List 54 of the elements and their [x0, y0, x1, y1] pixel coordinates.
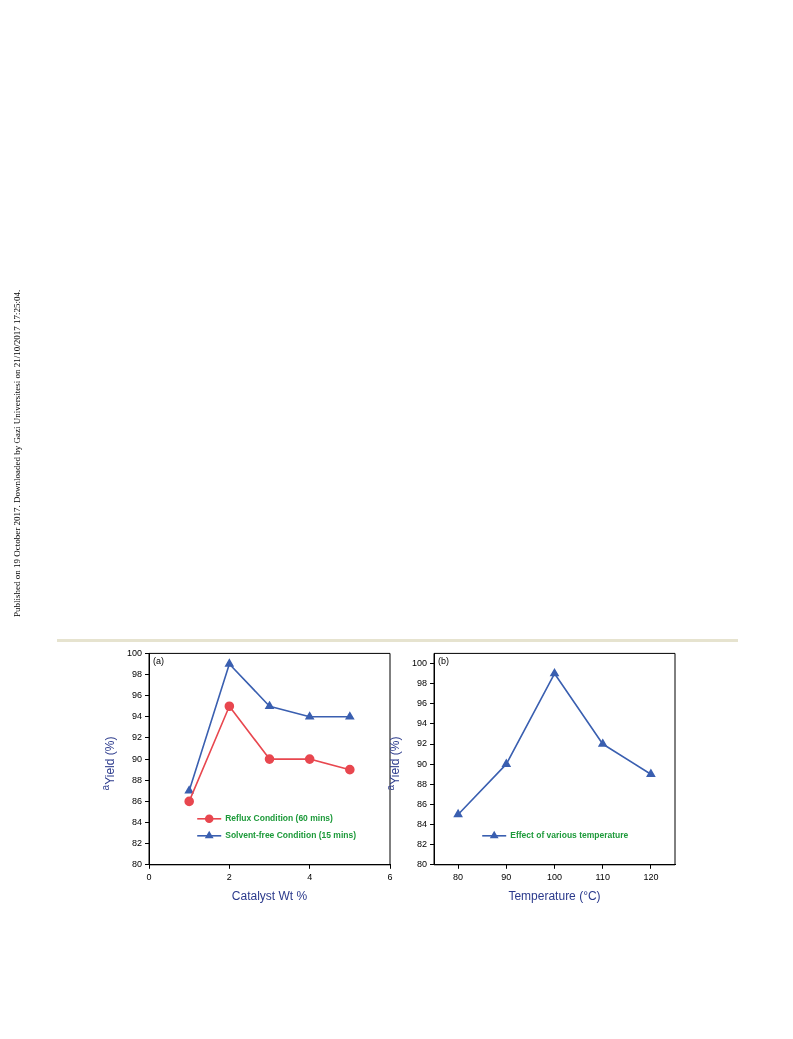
legend-label: Reflux Condition (60 mins)	[225, 813, 334, 824]
x-tick-label: 80	[453, 871, 464, 882]
point	[598, 739, 607, 747]
x-tick-label: 120	[643, 871, 659, 882]
y-tick-label: 98	[132, 669, 143, 680]
y-tick-label: 90	[417, 758, 428, 769]
annotation: (b)	[438, 656, 450, 667]
point	[502, 759, 511, 767]
point	[184, 786, 194, 794]
y-tick-label: 96	[417, 698, 428, 709]
point	[305, 712, 314, 720]
point	[646, 769, 656, 777]
x-tick-label: 4	[307, 871, 313, 882]
text: Published on 19 October 2017. Downloaded by Gazi Universitesi on 21/10/2017 17:25:04.	[12, 289, 22, 617]
y-tick-label: 100	[411, 657, 428, 668]
y-tick-label: 86	[417, 798, 428, 809]
y-tick-label: 92	[417, 738, 428, 749]
y-tick-label: 90	[132, 753, 143, 764]
point	[345, 712, 355, 720]
x-tick-label: 90	[501, 871, 512, 882]
y-tick-label: 92	[132, 732, 143, 743]
y-tick-label: 86	[132, 795, 143, 806]
point	[225, 659, 234, 667]
y-tick-label: 82	[417, 839, 428, 850]
point	[184, 796, 194, 807]
annotation: (a)	[153, 656, 165, 667]
y-tick-label: 94	[417, 718, 428, 729]
y-tick-label: 88	[132, 774, 143, 785]
legend-label: Solvent-free Condition (15 mins)	[225, 830, 357, 841]
point	[345, 764, 355, 775]
y-tick-label: 94	[132, 711, 143, 722]
point	[265, 701, 274, 710]
x-tick-label: 110	[595, 871, 610, 882]
point	[453, 809, 463, 818]
y-tick-label: 80	[132, 859, 143, 870]
y-tick-label: 100	[126, 647, 143, 658]
y-tick-label: 96	[132, 690, 143, 701]
legend-label: Effect of various temperature	[510, 830, 629, 841]
point	[304, 754, 315, 764]
y-tick-label: 80	[417, 859, 428, 870]
x-axis-title: Temperature (°C)	[508, 889, 601, 904]
x-tick-label: 100	[546, 871, 563, 882]
y-tick-label: 84	[132, 817, 143, 827]
point	[264, 754, 275, 764]
x-tick-label: 0	[146, 871, 152, 882]
y-tick-label: 98	[417, 678, 428, 689]
x-tick-label: 2	[226, 871, 232, 882]
y-tick-label: 82	[132, 838, 143, 849]
y-tick-label: 88	[417, 778, 428, 789]
point	[550, 668, 559, 677]
x-tick-label: 6	[387, 871, 393, 882]
y-tick-label: 84	[417, 819, 428, 830]
x-axis-title: Catalyst Wt %	[231, 889, 308, 904]
point	[224, 701, 235, 712]
